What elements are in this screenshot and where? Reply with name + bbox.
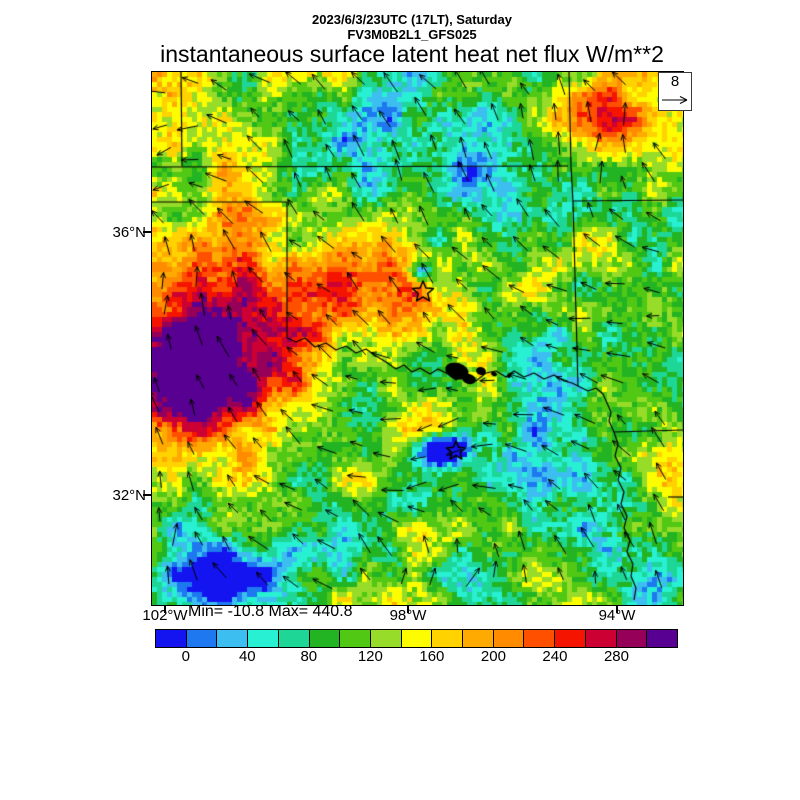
wind-reference-box: 8 bbox=[658, 72, 692, 111]
lat-tick-mark-36n bbox=[143, 231, 152, 233]
colorbar bbox=[155, 629, 678, 648]
colorbar-segment bbox=[615, 630, 647, 647]
colorbar-segment bbox=[646, 630, 677, 647]
colorbar-tick-label: 160 bbox=[419, 648, 445, 665]
colorbar-segment bbox=[369, 630, 401, 647]
colorbar-segment bbox=[339, 630, 370, 647]
lat-tick-label-32n: 32°N bbox=[112, 487, 146, 504]
plot-model-name: FV3M0B2L1_GFS025 bbox=[347, 27, 477, 42]
colorbar-segment bbox=[584, 630, 616, 647]
lon-tick-mark-102w bbox=[164, 605, 166, 613]
flux-heatmap-canvas bbox=[152, 72, 683, 605]
plot-title: instantaneous surface latent heat net fl… bbox=[160, 41, 664, 67]
lat-tick-mark-32n bbox=[143, 494, 152, 496]
min-max-annotation: Min= -10.8 Max= 440.8 bbox=[188, 603, 353, 620]
colorbar-segment bbox=[400, 630, 432, 647]
plot-datetime: 2023/6/3/23UTC (17LT), Saturday bbox=[312, 12, 512, 27]
lat-tick-label-36n: 36°N bbox=[112, 224, 146, 241]
colorbar-tick-label: 40 bbox=[238, 648, 256, 665]
colorbar-segment bbox=[492, 630, 524, 647]
colorbar-segment bbox=[216, 630, 248, 647]
colorbar-tick-label: 240 bbox=[542, 648, 568, 665]
colorbar-segment bbox=[185, 630, 217, 647]
colorbar-segment bbox=[431, 630, 463, 647]
colorbar-tick-label: 200 bbox=[480, 648, 506, 665]
lon-tick-label-98w: 98°W bbox=[389, 607, 427, 624]
colorbar-segment bbox=[247, 630, 278, 647]
colorbar-segment bbox=[523, 630, 555, 647]
colorbar-segment bbox=[554, 630, 585, 647]
colorbar-tick-label: 0 bbox=[181, 648, 190, 665]
colorbar-segment bbox=[156, 630, 186, 647]
colorbar-segment bbox=[277, 630, 309, 647]
wind-reference-arrow-icon bbox=[662, 96, 688, 104]
lon-tick-label-94w: 94°W bbox=[598, 607, 636, 624]
colorbar-segment bbox=[308, 630, 340, 647]
wind-reference-value: 8 bbox=[670, 73, 680, 90]
colorbar-tick-label: 80 bbox=[300, 648, 318, 665]
lon-tick-mark-98w bbox=[407, 605, 409, 613]
colorbar-segment bbox=[462, 630, 493, 647]
colorbar-tick-label: 120 bbox=[357, 648, 383, 665]
lon-tick-label-102w: 102°W bbox=[142, 607, 188, 624]
colorbar-tick-label: 280 bbox=[603, 648, 629, 665]
colorbar-labels: 0 40 80 120 160 200 240 280 bbox=[155, 648, 678, 668]
lon-tick-mark-94w bbox=[616, 605, 618, 613]
